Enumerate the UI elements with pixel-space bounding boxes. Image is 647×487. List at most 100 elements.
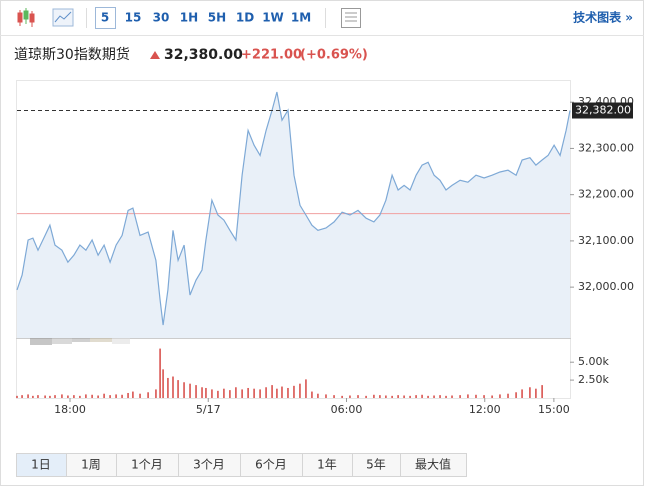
- volume-bar: [445, 395, 447, 398]
- x-tick-label: 06:00: [331, 403, 363, 416]
- volume-bar: [67, 395, 69, 398]
- price-line: [16, 91, 571, 326]
- volume-bar: [139, 393, 141, 398]
- quote-price: 32,380.00: [164, 47, 243, 63]
- area-icon[interactable]: [52, 8, 74, 27]
- interval-button[interactable]: 15: [125, 11, 142, 25]
- volume-bar: [54, 395, 56, 398]
- volume-bar: [311, 391, 313, 398]
- volume-bar: [403, 395, 405, 398]
- volume-bar: [109, 395, 111, 398]
- x-tick-label: 18:00: [54, 403, 86, 416]
- volume-bar: [241, 389, 243, 398]
- volume-bar: [281, 386, 283, 398]
- y-tick-label: 2.50k: [578, 373, 609, 386]
- volume-bar: [37, 395, 39, 398]
- interval-button[interactable]: 5H: [208, 11, 226, 25]
- technical-link[interactable]: 技术图表 »: [573, 10, 633, 25]
- range-label[interactable]: 1日: [31, 458, 51, 472]
- volume-bar: [459, 395, 461, 398]
- doc-icon[interactable]: [341, 8, 361, 28]
- range-label[interactable]: 最大值: [415, 457, 451, 472]
- price-area: [17, 92, 570, 338]
- volume-bar: [147, 392, 149, 398]
- range-label[interactable]: 1年: [317, 458, 337, 472]
- x-tick-label: 15:00: [538, 403, 570, 416]
- volume-bar: [162, 369, 164, 398]
- interval-button[interactable]: 1D: [236, 11, 254, 25]
- y-tick-label: 32,200.00: [578, 188, 634, 201]
- volume-bar: [183, 382, 185, 398]
- x-tick-label: 5/17: [196, 403, 221, 416]
- volume-bar: [357, 395, 359, 398]
- volume-bar: [121, 394, 123, 398]
- volume-bar: [305, 379, 307, 398]
- quote-name: 道琼斯30指数期货: [14, 46, 130, 63]
- volume-bar: [155, 389, 157, 398]
- volume-bar: [427, 395, 429, 398]
- volume-bar: [97, 395, 99, 398]
- volume-bar: [223, 388, 225, 398]
- volume-bar: [73, 395, 75, 398]
- volume-bar: [541, 385, 543, 398]
- volume-bar: [205, 387, 207, 398]
- volume-bar: [172, 376, 174, 398]
- volume-bar: [27, 394, 29, 398]
- volume-bar: [379, 395, 381, 398]
- range-label[interactable]: 1个月: [131, 458, 163, 472]
- volume-bar: [391, 395, 393, 398]
- last-price-label: 32,382.00: [575, 104, 631, 117]
- volume-bar: [451, 395, 453, 398]
- plot-frame: [16, 80, 571, 399]
- quote-change-pct: (+0.69%): [300, 48, 368, 63]
- candle-icon[interactable]: [17, 8, 35, 27]
- range-label[interactable]: 6个月: [255, 458, 287, 472]
- interval-button[interactable]: 5: [101, 11, 109, 25]
- volume-bar: [475, 394, 477, 398]
- volume-bar: [271, 385, 273, 398]
- range-button[interactable]: [400, 453, 467, 477]
- volume-bar: [253, 388, 255, 398]
- volume-bar: [287, 387, 289, 398]
- volume-bar: [217, 390, 219, 398]
- volume-bar: [535, 388, 537, 398]
- range-label[interactable]: 5年: [366, 458, 386, 472]
- volume-bar: [499, 394, 501, 398]
- volume-bar: [415, 395, 417, 398]
- volume-bar: [507, 393, 509, 398]
- interval-button[interactable]: 1W: [262, 11, 284, 25]
- volume-bar: [483, 395, 485, 398]
- volume-bar: [21, 395, 23, 398]
- volume-bar: [409, 395, 411, 398]
- volume-bar: [132, 391, 134, 398]
- volume-bar: [276, 388, 278, 398]
- volume-bar: [195, 385, 197, 398]
- volume-bar: [189, 383, 191, 398]
- x-tick-label: 12:00: [469, 403, 501, 416]
- volume-bar: [16, 395, 18, 398]
- volume-bar: [103, 393, 105, 398]
- range-label[interactable]: 3个月: [193, 458, 225, 472]
- volume-bar: [159, 348, 161, 398]
- volume-bar: [167, 377, 169, 398]
- volume-bar: [421, 394, 423, 398]
- y-tick-label: 32,100.00: [578, 234, 634, 247]
- volume-bar: [265, 387, 267, 398]
- volume-bar: [32, 395, 34, 398]
- volume-bar: [259, 389, 261, 398]
- volume-bar: [49, 395, 51, 398]
- y-tick-label: 32,300.00: [578, 141, 634, 154]
- volume-bar: [349, 395, 351, 398]
- interval-button[interactable]: 30: [153, 11, 170, 25]
- volume-bar: [333, 395, 335, 398]
- volume-bar: [467, 394, 469, 398]
- interval-button[interactable]: 1M: [291, 11, 311, 25]
- range-label[interactable]: 1周: [81, 458, 101, 472]
- interval-button[interactable]: 1H: [180, 11, 198, 25]
- volume-bar: [127, 392, 129, 398]
- volume-bar: [341, 395, 343, 398]
- volume-bar: [373, 394, 375, 398]
- volume-bar: [317, 393, 319, 398]
- selected-interval: [95, 7, 116, 29]
